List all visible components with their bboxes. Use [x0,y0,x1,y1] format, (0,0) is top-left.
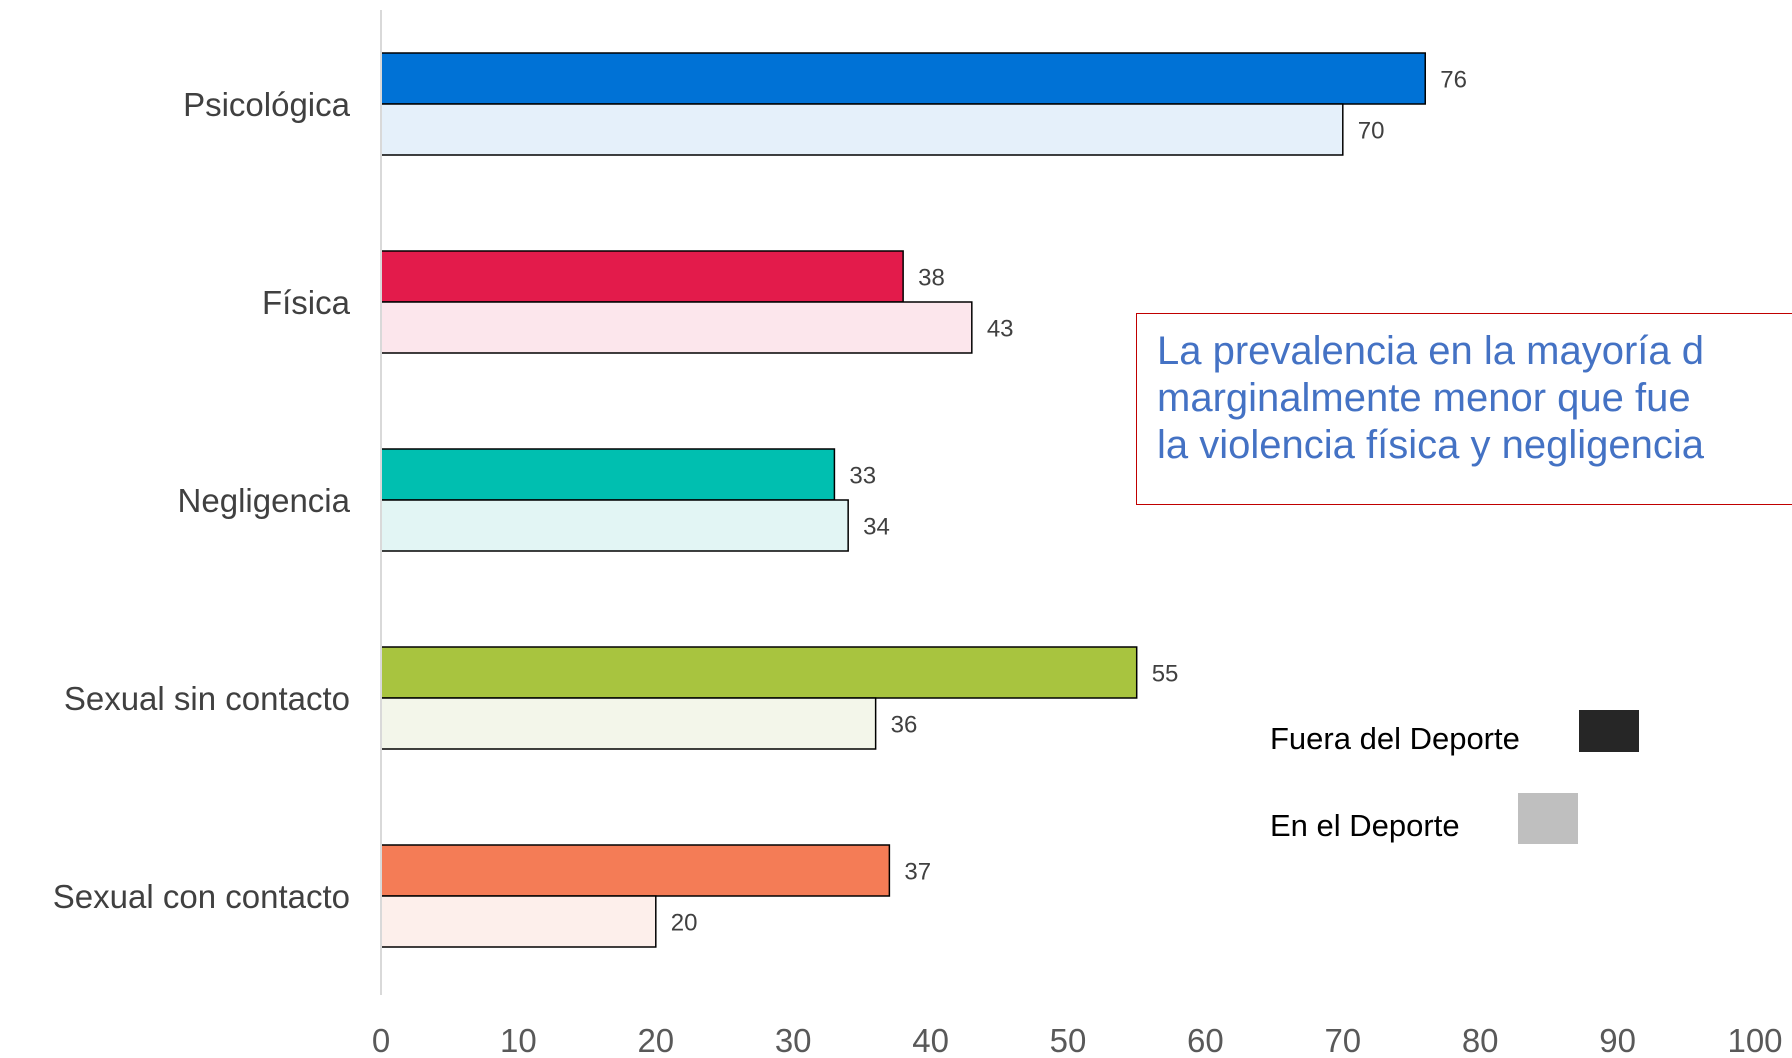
category-label: Negligencia [178,482,351,519]
data-labels: 76 70 38 43 33 34 55 36 37 20 [671,67,1467,937]
callout-line: marginalmente menor que fue [1157,376,1691,421]
category-label: Física [262,284,351,321]
bar-en-3 [380,697,877,750]
bar-fuera-0 [380,52,1426,105]
bar-en-2 [380,499,849,552]
callout-box: La prevalencia en la mayoría d marginalm… [1136,313,1792,505]
x-tick-label: 30 [775,1022,812,1058]
data-label: 37 [904,859,931,886]
data-label: 76 [1440,67,1467,94]
bar-fuera-1 [380,250,904,303]
x-tick-label: 50 [1050,1022,1087,1058]
bar-fuera-4 [380,844,891,897]
x-tick-labels: 0 10 20 30 40 50 60 70 80 90 100 [372,1022,1783,1058]
category-label: Sexual con contacto [53,878,350,915]
callout-line: la violencia física y negligencia [1157,423,1704,468]
bar-fuera-3 [380,646,1138,699]
legend: Fuera del Deporte En el Deporte [1270,710,1639,844]
x-tick-label: 0 [372,1022,390,1058]
callout-line: La prevalencia en la mayoría d [1157,329,1704,373]
x-tick-label: 100 [1727,1022,1782,1058]
bar-en-1 [380,301,973,354]
bar-en-4 [380,895,657,948]
data-label: 20 [671,910,698,937]
bar-fuera-2 [380,448,836,501]
x-tick-label: 20 [637,1022,674,1058]
data-label: 33 [849,463,876,490]
bars-group [380,52,1426,948]
callout-text: La prevalencia en la mayoría d marginalm… [1137,314,1792,470]
x-tick-label: 10 [500,1022,537,1058]
category-labels: Psicológica Física Negligencia Sexual sin c… [53,86,351,915]
legend-label-en: En el Deporte [1270,808,1460,843]
category-label: Sexual sin contacto [64,680,350,717]
category-label: Psicológica [183,86,351,123]
x-tick-label: 80 [1462,1022,1499,1058]
data-label: 43 [987,316,1014,343]
data-label: 38 [918,265,945,292]
data-label: 70 [1358,118,1385,145]
legend-label-fuera: Fuera del Deporte [1270,721,1520,756]
x-tick-label: 70 [1324,1022,1361,1058]
legend-swatch-en [1518,793,1578,844]
x-tick-label: 90 [1599,1022,1636,1058]
x-tick-label: 40 [912,1022,949,1058]
data-label: 36 [891,712,918,739]
data-label: 55 [1152,661,1179,688]
legend-swatch-fuera [1579,710,1639,752]
x-tick-label: 60 [1187,1022,1224,1058]
data-label: 34 [863,514,890,541]
bar-en-0 [380,103,1344,156]
